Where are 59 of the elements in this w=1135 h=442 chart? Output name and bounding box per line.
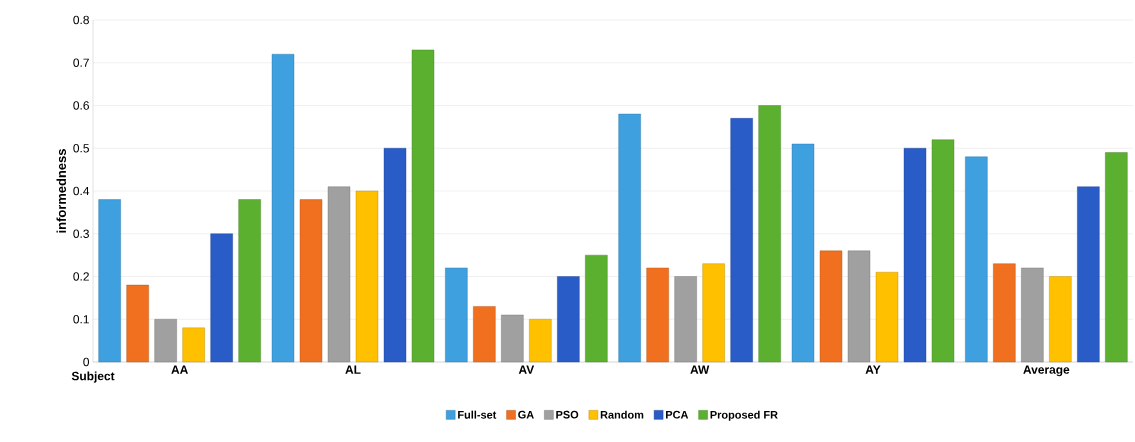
bar — [903, 148, 927, 363]
bar — [791, 143, 815, 363]
y-tick-label: 0.4 — [73, 186, 90, 196]
bar — [674, 276, 697, 363]
y-tick-label: 0.6 — [73, 101, 89, 110]
bar — [1105, 152, 1128, 363]
bar — [1077, 186, 1100, 363]
x-tick-label: Average — [1023, 365, 1070, 377]
bar — [445, 267, 468, 363]
text: Subject — [71, 371, 115, 383]
legend-label: Proposed FR — [710, 410, 778, 421]
y-tick-label: 0.5 — [73, 144, 89, 153]
bar — [411, 49, 435, 363]
bar — [473, 306, 496, 363]
bar — [1021, 267, 1044, 363]
bar — [965, 156, 988, 363]
y-tick-label: 0.1 — [73, 315, 89, 324]
bar — [154, 319, 177, 363]
bar — [210, 233, 233, 363]
bar — [271, 54, 295, 363]
bar — [931, 139, 955, 363]
legend-label: GA — [518, 410, 534, 419]
bar — [126, 284, 149, 363]
bar — [557, 276, 580, 363]
y-tick-label: 0.8 — [73, 15, 89, 25]
bar — [383, 148, 407, 363]
legend-label: Full-set — [458, 410, 497, 419]
x-tick-label: AA — [171, 365, 188, 374]
legend-label: Random — [600, 410, 644, 419]
bar — [646, 267, 669, 363]
bar — [585, 254, 608, 363]
x-tick-label: AY — [865, 365, 881, 374]
bar — [299, 199, 323, 363]
bar — [702, 263, 725, 363]
x-tick-label: AL — [345, 365, 361, 374]
x-tick-label: AV — [518, 365, 535, 374]
bar — [819, 250, 843, 363]
y-tick-label: 0.2 — [73, 272, 89, 281]
legend-label: PSO — [556, 410, 579, 419]
bar — [98, 199, 121, 363]
bar — [730, 118, 753, 363]
bar — [182, 327, 205, 363]
bar — [618, 113, 641, 363]
bar — [758, 105, 781, 363]
y-axis-title: informedness — [56, 149, 67, 233]
y-tick-label: 0 — [83, 357, 90, 367]
bar — [238, 199, 261, 363]
bar — [327, 186, 351, 363]
bar — [529, 319, 552, 363]
legend-label: PCA — [666, 410, 689, 419]
bar — [355, 190, 379, 363]
bar — [993, 263, 1016, 363]
bar — [501, 314, 524, 363]
y-tick-label: 0.3 — [73, 229, 89, 238]
bar — [875, 272, 899, 363]
bar — [1049, 276, 1072, 363]
bar — [847, 250, 871, 363]
y-tick-label: 0.7 — [73, 58, 89, 67]
x-tick-label: AW — [690, 365, 710, 374]
